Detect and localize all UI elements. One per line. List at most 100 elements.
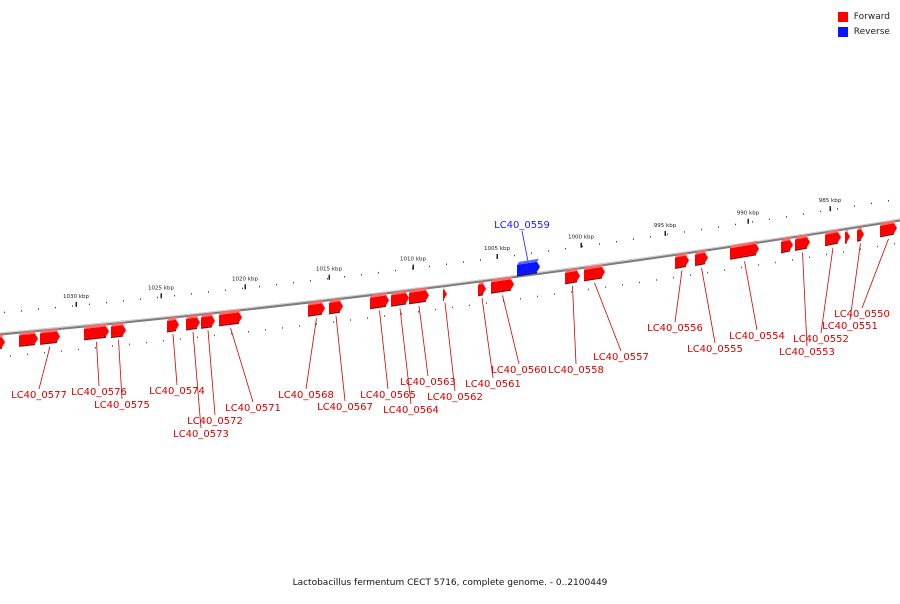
- legend-swatch-reverse: [837, 26, 848, 37]
- leader-line: [701, 267, 716, 344]
- gene-forward[interactable]: [40, 328, 60, 345]
- leader-line: [192, 331, 202, 429]
- gene-forward[interactable]: [675, 252, 689, 269]
- gene-forward[interactable]: [0, 334, 5, 350]
- scale-tick: [328, 274, 330, 280]
- gene-forward[interactable]: [781, 236, 793, 254]
- gene-forward[interactable]: [409, 287, 429, 305]
- legend-swatch-forward: [837, 11, 848, 22]
- gene-label[interactable]: LC40_0560: [491, 365, 547, 376]
- scale-label: 1020 kbp: [232, 276, 258, 282]
- gene-label[interactable]: LC40_0552: [793, 334, 849, 345]
- leader-line: [418, 305, 429, 377]
- gene-forward[interactable]: [84, 323, 109, 341]
- leader-line: [674, 270, 683, 323]
- legend-item-reverse: Reverse: [837, 24, 890, 39]
- gene-forward[interactable]: [111, 322, 126, 339]
- scale-label: 1030 kbp: [63, 294, 89, 300]
- scale-label: 1025 kbp: [148, 285, 174, 291]
- gene-forward[interactable]: [308, 300, 325, 317]
- gene-forward[interactable]: [695, 249, 708, 267]
- gene-label[interactable]: LC40_0561: [465, 379, 521, 390]
- gene-label[interactable]: LC40_0577: [11, 390, 67, 401]
- scale-tick: [412, 264, 414, 270]
- gene-label[interactable]: LC40_0555: [687, 344, 743, 355]
- leader-line: [521, 230, 529, 264]
- leader-line: [38, 346, 51, 390]
- gene-label[interactable]: LC40_0557: [593, 352, 649, 363]
- gene-forward[interactable]: [825, 229, 841, 247]
- gene-label[interactable]: LC40_0564: [383, 405, 439, 416]
- gene-leader-lines: [38, 230, 889, 429]
- leader-line: [744, 261, 758, 331]
- gene-forward[interactable]: [167, 316, 179, 333]
- gene-forward[interactable]: [845, 228, 850, 244]
- scale-label: 985 kbp: [819, 198, 842, 204]
- gene-label[interactable]: LC40_0562: [427, 392, 483, 403]
- leader-line: [849, 243, 861, 321]
- leader-line: [96, 341, 100, 387]
- gene-forward[interactable]: [370, 292, 389, 310]
- scale-tick: [496, 253, 498, 259]
- gene-label[interactable]: LC40_0565: [360, 390, 416, 401]
- scale-tick: [580, 242, 582, 248]
- gene-label[interactable]: LC40_0563: [400, 377, 456, 388]
- leader-line: [230, 327, 254, 403]
- gene-label[interactable]: LC40_0576: [71, 387, 127, 398]
- gene-forward[interactable]: [478, 280, 486, 297]
- leader-line: [572, 285, 577, 365]
- gene-label[interactable]: LC40_0573: [173, 429, 229, 440]
- gene-label[interactable]: LC40_0558: [548, 365, 604, 376]
- leader-line: [802, 252, 808, 347]
- leader-line: [594, 282, 622, 352]
- gene-forward[interactable]: [565, 267, 580, 285]
- gene-forward[interactable]: [219, 309, 242, 327]
- gene-forward[interactable]: [880, 220, 897, 238]
- gene-label[interactable]: LC40_0550: [834, 309, 890, 320]
- scale-ticks: 1030 kbp 1025 kbp 1020 kbp 1015 kbp 1010 kbp…: [4, 198, 895, 357]
- gene-label[interactable]: LC40_0553: [779, 347, 835, 358]
- legend: Forward Reverse: [837, 9, 890, 39]
- gene-label[interactable]: LC40_0574: [149, 386, 205, 397]
- gene-forward[interactable]: [201, 312, 215, 329]
- scale-label: 995 kbp: [654, 223, 677, 229]
- gene-label[interactable]: LC40_0559: [494, 220, 550, 231]
- gene-forward[interactable]: [795, 234, 810, 251]
- gene-forward[interactable]: [584, 263, 605, 282]
- gene-label[interactable]: LC40_0572: [187, 416, 243, 427]
- leader-line: [444, 302, 456, 392]
- gene-forward[interactable]: [186, 314, 200, 331]
- gene-reverse[interactable]: [517, 258, 540, 277]
- gene-forward[interactable]: [443, 286, 447, 302]
- leader-line: [172, 334, 178, 386]
- gene-forward[interactable]: [391, 290, 409, 307]
- gene-label[interactable]: LC40_0556: [647, 323, 703, 334]
- gene-label[interactable]: LC40_0554: [729, 331, 785, 342]
- gene-label[interactable]: LC40_0568: [278, 390, 334, 401]
- leader-line: [861, 238, 889, 309]
- leader-line: [379, 310, 389, 390]
- scale-label: 1015 kbp: [316, 267, 342, 273]
- gene-forward[interactable]: [329, 298, 343, 315]
- scale-label: 990 kbp: [737, 211, 760, 217]
- legend-label: Forward: [853, 11, 890, 22]
- scale-tick: [664, 230, 666, 236]
- gene-forward[interactable]: [857, 226, 864, 242]
- leader-line: [399, 308, 412, 405]
- map-caption: Lactobacillus fermentum CECT 5716, compl…: [292, 578, 608, 588]
- leader-line: [820, 247, 834, 334]
- gene-forward[interactable]: [730, 240, 759, 260]
- gene-label[interactable]: LC40_0571: [225, 403, 281, 414]
- gene-label[interactable]: LC40_0551: [822, 321, 878, 332]
- scale-tick: [829, 206, 831, 212]
- gene-label[interactable]: LC40_0567: [317, 402, 373, 413]
- gene-tracks: [0, 220, 897, 350]
- gene-label[interactable]: LC40_0575: [94, 400, 150, 411]
- gene-forward[interactable]: [19, 330, 38, 347]
- scale-label: 1000 kbp: [568, 235, 594, 241]
- gene-forward[interactable]: [491, 276, 514, 294]
- scale-tick: [747, 218, 749, 224]
